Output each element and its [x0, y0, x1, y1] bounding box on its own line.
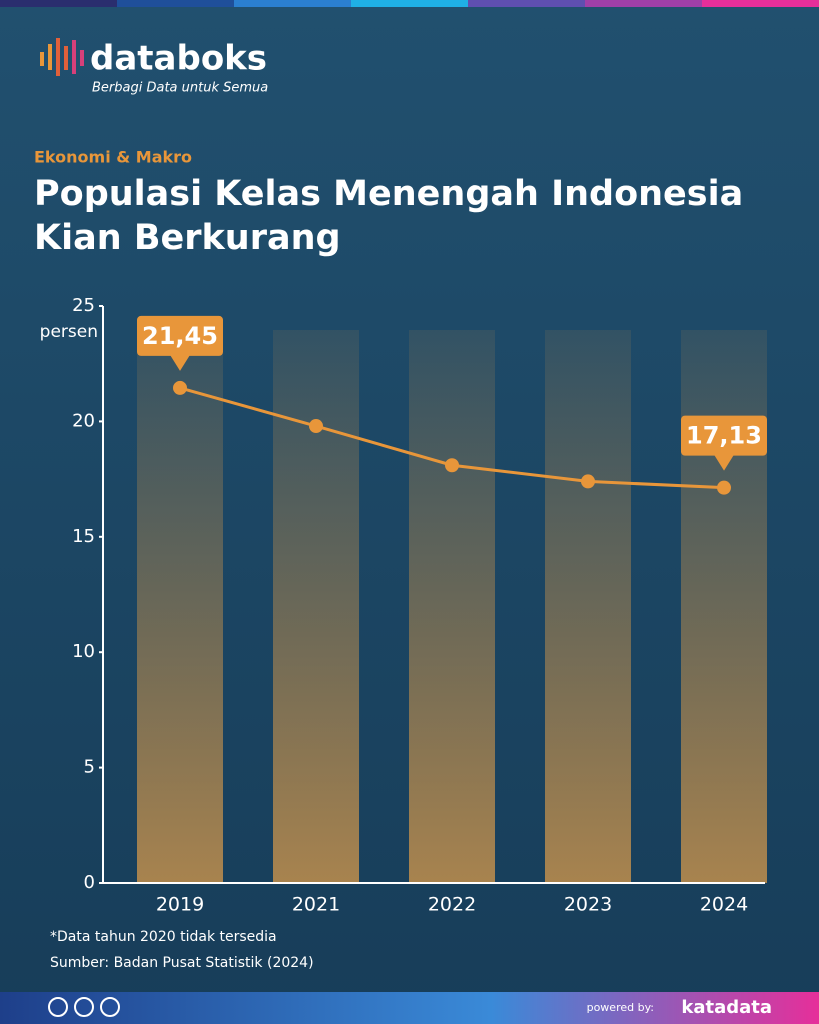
license-icons: [48, 997, 120, 1017]
footer-bar: [0, 992, 819, 1024]
value-label: 17,13: [686, 422, 762, 450]
value-callout: [681, 415, 767, 456]
x-tick-label: 2022: [428, 894, 476, 916]
powered-by: powered by:: [587, 1001, 654, 1014]
y-tick-label: 5: [84, 757, 95, 778]
callout-pointer: [714, 454, 734, 471]
y-tick-label: 20: [72, 410, 95, 431]
column-backdrop: [273, 330, 359, 883]
value-label: 21,45: [142, 322, 218, 350]
y-tick-label: 10: [72, 641, 95, 662]
note: *Data tahun 2020 tidak tersedia: [50, 929, 277, 945]
brand-tagline: Berbagi Data untuk Semua: [92, 81, 268, 96]
point: [309, 419, 323, 434]
category-label: Ekonomi & Makro: [34, 148, 192, 167]
y-axis-label: persen: [40, 322, 98, 342]
company-name: katadata: [681, 997, 772, 1018]
point: [173, 380, 187, 395]
x-tick-label: 2023: [564, 894, 612, 916]
x-tick-label: 2024: [700, 894, 748, 916]
y-tick-label: 25: [72, 295, 95, 316]
top-stripe: [0, 0, 819, 7]
point: [445, 458, 459, 473]
brand-name: databoks: [90, 39, 267, 79]
callout-pointer: [170, 354, 190, 371]
x-tick-label: 2019: [156, 894, 204, 916]
y-tick-label: 15: [72, 526, 95, 547]
column-backdrop: [681, 330, 767, 883]
value-callout: [137, 315, 223, 356]
y-tick-label: 0: [84, 872, 95, 893]
column-backdrop: [545, 330, 631, 883]
point: [717, 480, 731, 495]
logo-icon: [40, 38, 84, 76]
source: Sumber: Badan Pusat Statistik (2024): [50, 955, 314, 971]
column-backdrop: [137, 330, 223, 883]
point: [581, 474, 595, 489]
column-backdrop: [409, 330, 495, 883]
chart-title: Populasi Kelas Menengah Indonesia Kian B…: [34, 174, 744, 258]
x-tick-label: 2021: [292, 894, 340, 916]
